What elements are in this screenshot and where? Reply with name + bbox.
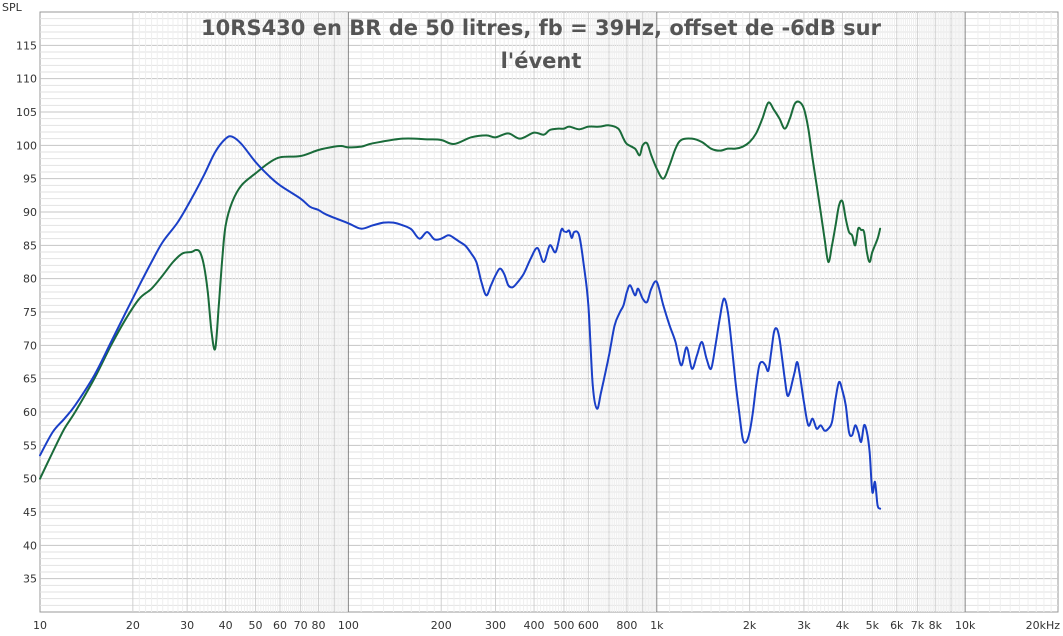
x-tick-label: 60: [273, 619, 287, 632]
x-tick-label: 1k: [650, 619, 664, 632]
x-tick-label: 100: [338, 619, 359, 632]
y-tick-label: 75: [23, 306, 37, 319]
axis-labels: 10 20 30 40 50 60 70 80 100 200 300 400 500 600 800 1k 2…: [16, 39, 1060, 632]
y-tick-label: 65: [23, 373, 37, 386]
y-tick-label: 45: [23, 506, 37, 519]
x-tick-label: 70: [294, 619, 308, 632]
y-tick-label: 55: [23, 439, 37, 452]
y-tick-label: 110: [16, 73, 37, 86]
x-tick-label: 40: [219, 619, 233, 632]
y-tick-label: 105: [16, 106, 37, 119]
y-tick-label: 85: [23, 239, 37, 252]
chart-title-line-2: l'évent: [501, 49, 582, 73]
x-tick-label: 200: [431, 619, 452, 632]
grid: [39, 11, 1059, 613]
series-line-1: [39, 100, 882, 480]
x-tick-label: 400: [524, 619, 545, 632]
y-axis-label: SPL: [2, 1, 23, 14]
x-tick-label: 600: [578, 619, 599, 632]
series-line-2: [39, 135, 882, 510]
y-tick-label: 70: [23, 339, 37, 352]
x-tick-label: 500: [553, 619, 574, 632]
x-tick-label: 800: [616, 619, 637, 632]
x-tick-label: 10: [33, 619, 47, 632]
x-tick-label: 6k: [890, 619, 904, 632]
x-tick-label: 10k: [955, 619, 976, 632]
x-tick-label: 7k: [911, 619, 925, 632]
x-tick-label: 2k: [743, 619, 757, 632]
y-tick-label: 95: [23, 173, 37, 186]
x-tick-label: 20kHz: [1026, 619, 1061, 632]
y-tick-label: 100: [16, 139, 37, 152]
x-tick-label: 50: [249, 619, 263, 632]
y-tick-label: 115: [16, 39, 37, 52]
x-tick-label: 20: [126, 619, 140, 632]
x-tick-label: 5k: [866, 619, 880, 632]
x-tick-label: 4k: [836, 619, 850, 632]
x-tick-label: 3k: [797, 619, 811, 632]
x-tick-label: 80: [312, 619, 326, 632]
x-tick-label: 30: [180, 619, 194, 632]
y-tick-label: 90: [23, 206, 37, 219]
y-tick-label: 50: [23, 473, 37, 486]
y-tick-label: 35: [23, 573, 37, 586]
y-tick-label: 60: [23, 406, 37, 419]
y-tick-label: 40: [23, 539, 37, 552]
chart-title-line-1: 10RS430 en BR de 50 litres, fb = 39Hz, o…: [201, 16, 882, 40]
x-tick-label: 8k: [929, 619, 943, 632]
series-layer: [39, 100, 882, 510]
y-tick-label: 80: [23, 273, 37, 286]
x-tick-label: 300: [485, 619, 506, 632]
